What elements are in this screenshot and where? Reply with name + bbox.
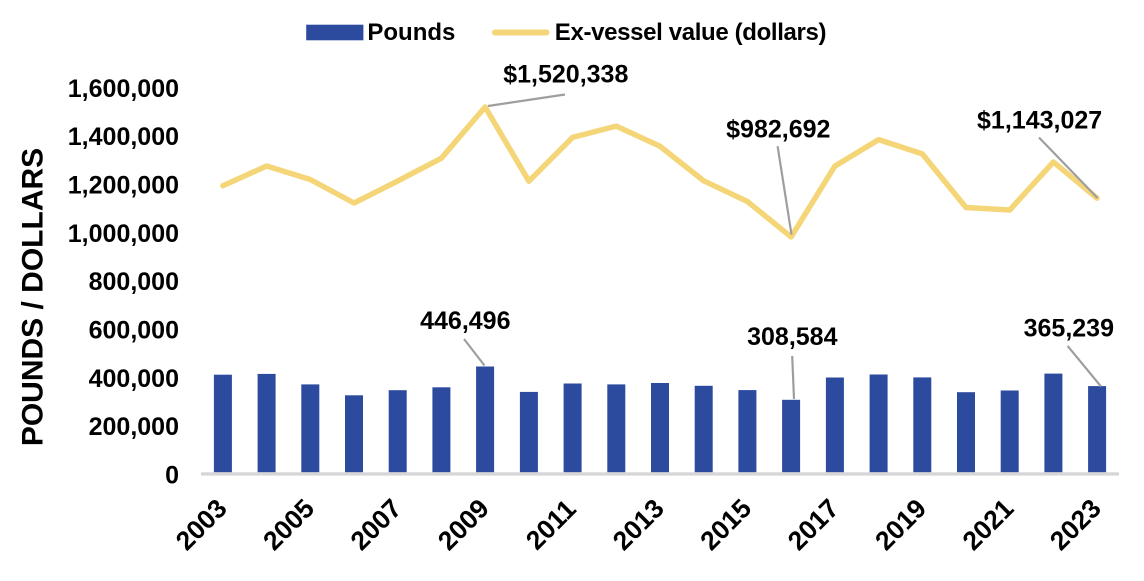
svg-text:200,000: 200,000 — [89, 413, 179, 441]
svg-text:600,000: 600,000 — [89, 317, 179, 345]
svg-text:Pounds: Pounds — [367, 19, 455, 46]
svg-text:POUNDS / DOLLARS: POUNDS / DOLLARS — [17, 148, 50, 446]
svg-text:800,000: 800,000 — [89, 268, 179, 296]
svg-text:$982,692: $982,692 — [726, 116, 830, 144]
svg-text:365,239: 365,239 — [1024, 314, 1114, 342]
svg-text:$1,520,338: $1,520,338 — [503, 60, 628, 88]
svg-text:0: 0 — [165, 462, 179, 490]
svg-text:Ex-vessel value (dollars): Ex-vessel value (dollars) — [555, 19, 826, 46]
svg-text:$1,143,027: $1,143,027 — [977, 106, 1102, 134]
svg-text:400,000: 400,000 — [89, 365, 179, 393]
svg-text:1,200,000: 1,200,000 — [68, 172, 179, 200]
svg-text:308,584: 308,584 — [747, 323, 837, 351]
svg-text:1,000,000: 1,000,000 — [68, 220, 179, 248]
svg-text:446,496: 446,496 — [420, 307, 510, 335]
svg-text:1,600,000: 1,600,000 — [68, 75, 179, 103]
svg-text:1,400,000: 1,400,000 — [68, 123, 179, 151]
